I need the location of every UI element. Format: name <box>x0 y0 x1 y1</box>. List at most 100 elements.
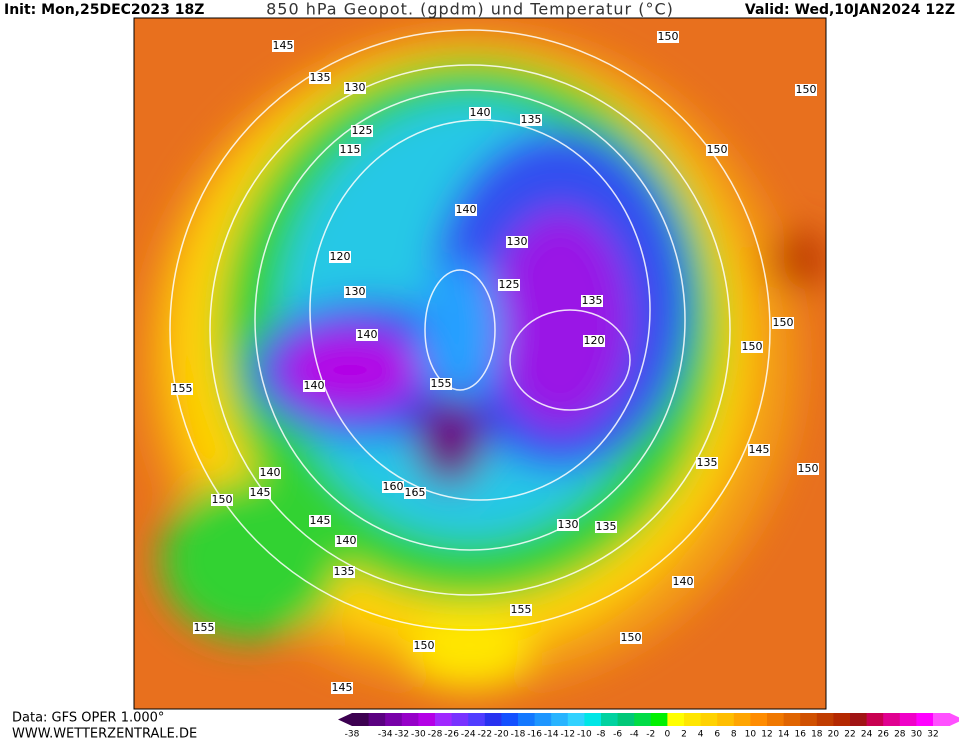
contour-label-box <box>430 378 452 390</box>
scale-segment <box>584 713 602 726</box>
scale-segment <box>700 713 718 726</box>
scale-label: 16 <box>794 730 806 740</box>
scale-segment <box>800 713 818 726</box>
scale-segment <box>899 713 917 726</box>
contour-label: 145 <box>250 486 271 499</box>
contour-label: 130 <box>345 285 366 298</box>
scale-segment <box>518 713 536 726</box>
contour-label: 140 <box>260 466 281 479</box>
contour-label: 160 <box>383 480 404 493</box>
contour-label: 130 <box>507 235 528 248</box>
contour-label-box <box>356 329 378 341</box>
contour-label-box <box>741 341 763 353</box>
scale-segment <box>551 713 569 726</box>
contour-label: 150 <box>798 462 819 475</box>
contour-label-box <box>211 494 233 506</box>
contour-label-box <box>557 519 579 531</box>
scale-segment <box>750 713 768 726</box>
contour-label: 145 <box>273 39 294 52</box>
scale-label: 6 <box>714 730 720 740</box>
scale-segment <box>850 713 868 726</box>
scale-label: -12 <box>560 730 575 740</box>
contour-label-box <box>469 107 491 119</box>
scale-segment <box>368 713 386 726</box>
scale-label: -28 <box>428 730 443 740</box>
contour-label-box <box>344 286 366 298</box>
contour-label: 150 <box>212 493 233 506</box>
contour-label-box <box>748 444 770 456</box>
contour-label: 150 <box>773 316 794 329</box>
contour-label-box <box>193 622 215 634</box>
scale-segment <box>684 713 702 726</box>
scale-segment <box>617 713 635 726</box>
map-title: 850 hPa Geopot. (gpdm) und Temperatur (°… <box>266 0 674 19</box>
scale-label: -14 <box>544 730 559 740</box>
scale-segment <box>733 713 751 726</box>
scale-segment <box>634 713 652 726</box>
scale-segment <box>833 713 851 726</box>
scale-label: 24 <box>861 730 873 740</box>
scale-arrow-right <box>949 713 959 726</box>
contour-label-box <box>259 467 281 479</box>
scale-segment <box>567 713 585 726</box>
contour-label: 150 <box>742 340 763 353</box>
map <box>134 18 826 709</box>
contour-label-box <box>657 31 679 43</box>
scale-segment <box>916 713 934 726</box>
contour-label: 145 <box>310 514 331 527</box>
scale-label: 26 <box>877 730 889 740</box>
contour-label-box <box>344 82 366 94</box>
scale-label: -38 <box>345 730 360 740</box>
contour-label: 150 <box>707 143 728 156</box>
contour-label-box <box>672 576 694 588</box>
scale-segment <box>451 713 469 726</box>
contour-label-box <box>309 72 331 84</box>
contour-label-box <box>339 144 361 156</box>
contour-label-box <box>510 604 532 616</box>
scale-segment <box>468 713 486 726</box>
scale-segment <box>385 713 403 726</box>
scale-label: -18 <box>511 730 526 740</box>
contour-label: 140 <box>456 203 477 216</box>
contour-label: 135 <box>334 565 355 578</box>
contour-label-box <box>303 380 325 392</box>
contour-label: 155 <box>194 621 215 634</box>
contour-label: 155 <box>172 382 193 395</box>
scale-segment <box>933 713 951 726</box>
scale-segment <box>501 713 519 726</box>
contour-label: 155 <box>511 603 532 616</box>
contour-label-box <box>581 295 603 307</box>
contour-label-box <box>329 251 351 263</box>
contour-label: 130 <box>345 81 366 94</box>
valid-time: Valid: Wed,10JAN2024 12Z <box>745 2 955 18</box>
contour-label-box <box>249 487 271 499</box>
scale-label: 30 <box>911 730 923 740</box>
contour-label: 115 <box>340 143 361 156</box>
contour-label-box <box>506 236 528 248</box>
scale-label: -24 <box>461 730 476 740</box>
init-time: Init: Mon,25DEC2023 18Z <box>4 2 204 18</box>
contour-label: 140 <box>673 575 694 588</box>
scale-label: 0 <box>665 730 671 740</box>
contour-label: 135 <box>582 294 603 307</box>
scale-segment <box>352 713 370 726</box>
website: WWW.WETTERZENTRALE.DE <box>12 727 197 741</box>
scale-segment <box>534 713 552 726</box>
contour-label: 120 <box>584 334 605 347</box>
scale-label: 22 <box>844 730 855 740</box>
contour-label-box <box>696 457 718 469</box>
contour-label-box <box>455 204 477 216</box>
scale-label: 4 <box>698 730 704 740</box>
contour-label-box <box>272 40 294 52</box>
scale-segment <box>816 713 834 726</box>
contour-label-box <box>351 125 373 137</box>
contour-label-box <box>795 84 817 96</box>
scale-label: 12 <box>761 730 772 740</box>
scale-label: 14 <box>778 730 790 740</box>
scale-label: 2 <box>681 730 687 740</box>
scale-label: -32 <box>394 730 409 740</box>
map-frame <box>133 17 827 710</box>
contour-label: 150 <box>796 83 817 96</box>
contour-label: 135 <box>697 456 718 469</box>
scale-label: -30 <box>411 730 426 740</box>
